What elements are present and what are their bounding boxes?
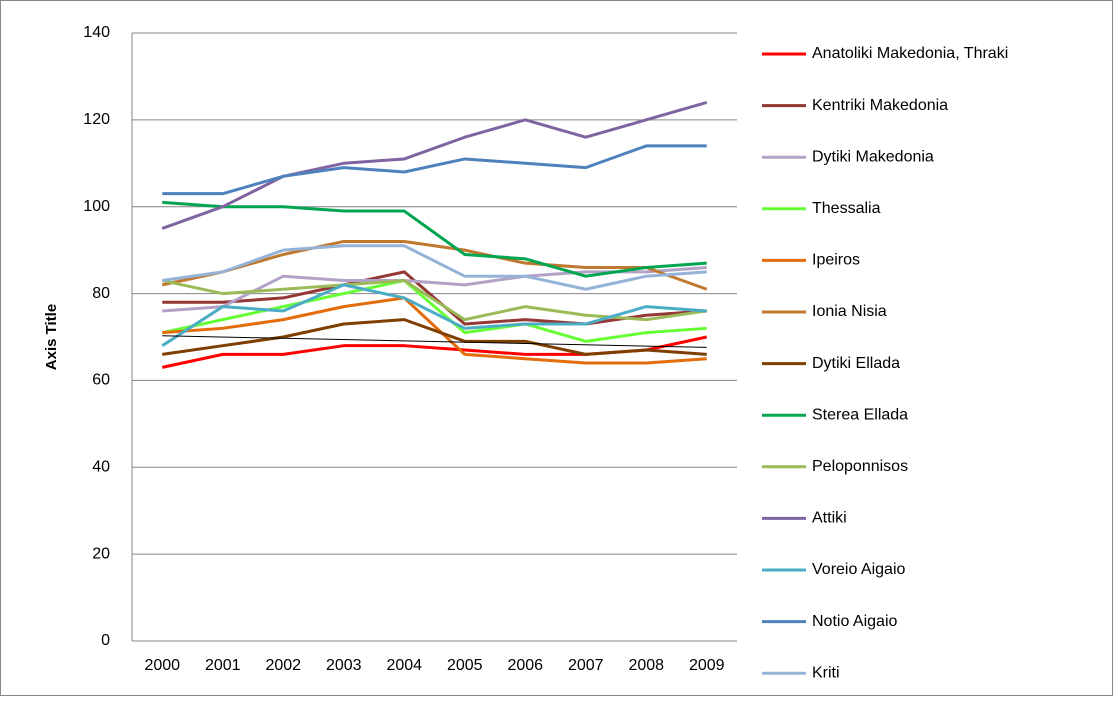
x-tick-label: 2003: [326, 657, 362, 674]
line-series: [161, 239, 708, 291]
line-series: [161, 283, 707, 347]
x-tick-label: 2005: [447, 657, 483, 674]
legend-label: Ipeiros: [812, 252, 860, 269]
legend-label: Anatoliki Makedonia, Thraki: [812, 45, 1008, 62]
legend-label: Dytiki Ellada: [812, 355, 900, 372]
x-tick-label: 2009: [689, 657, 725, 674]
legend-label: Thessalia: [812, 200, 881, 217]
x-tick-label: 2006: [507, 657, 543, 674]
legend-label: Peloponnisos: [812, 458, 908, 475]
x-tick-label: 2001: [205, 657, 241, 674]
y-tick-label: 0: [101, 632, 110, 649]
y-tick-label: 20: [92, 545, 110, 562]
line-series: [161, 101, 708, 230]
y-tick-label: 140: [83, 24, 110, 41]
y-tick-label: 100: [83, 198, 110, 215]
line-series: [162, 244, 707, 291]
legend-label: Kentriki Makedonia: [812, 97, 948, 114]
line-series: [162, 296, 707, 365]
x-tick-label: 2000: [144, 657, 180, 674]
line-series: [161, 279, 707, 343]
y-tick-label: 80: [92, 285, 110, 302]
legend-label: Notio Aigaio: [812, 613, 897, 630]
legend-label: Ionia Nisia: [812, 303, 887, 320]
trendline: [162, 335, 707, 348]
x-tick-label: 2008: [628, 657, 664, 674]
x-tick-label: 2002: [265, 657, 301, 674]
legend-label: Voreio Aigaio: [812, 561, 906, 578]
legend-label: Dytiki Makedonia: [812, 148, 934, 165]
legend-label: Kriti: [812, 664, 840, 681]
line-series: [162, 318, 707, 356]
line-series: [162, 200, 707, 278]
y-tick-label: 40: [92, 459, 110, 476]
legend-label: Attiki: [812, 510, 847, 527]
legend-label: Sterea Ellada: [812, 406, 908, 423]
x-tick-label: 2004: [386, 657, 422, 674]
line-series: [162, 144, 707, 196]
y-tick-label: 120: [83, 111, 110, 128]
y-axis-title: Axis Title: [43, 304, 60, 370]
y-tick-label: 60: [92, 372, 110, 389]
line-series: [162, 270, 707, 326]
line-series: [161, 279, 707, 322]
x-tick-label: 2007: [568, 657, 604, 674]
